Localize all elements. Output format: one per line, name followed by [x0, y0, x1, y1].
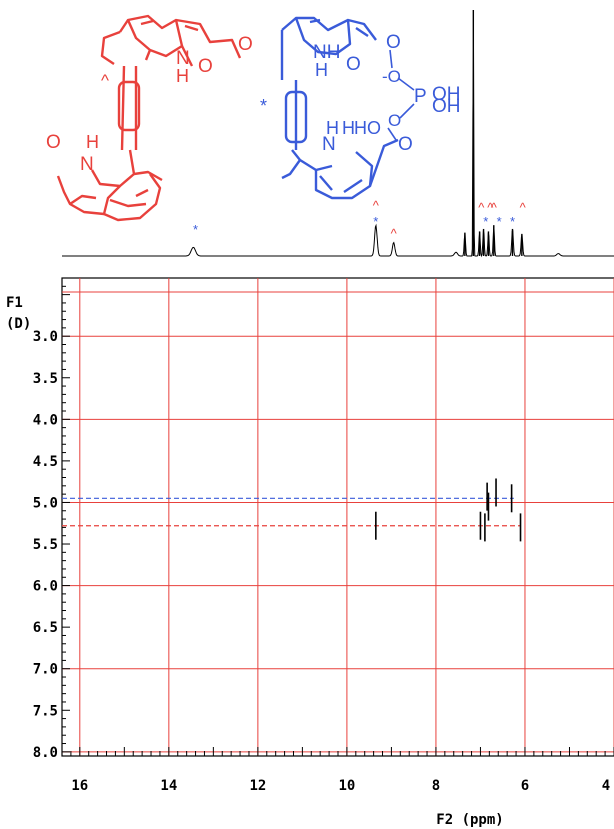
y-tick-label: 7.5	[33, 703, 58, 719]
spectrum-1d	[62, 10, 614, 258]
chemical-structures: N H O H N O O ^ NH H O O -O P OH O OH H …	[46, 14, 461, 222]
red-label-n2: N	[80, 154, 94, 175]
blue-label-oh2: OH	[432, 96, 461, 117]
peak-marker: ^	[520, 200, 527, 215]
blue-label-n2: N	[322, 134, 336, 155]
red-label-h1: H	[176, 66, 189, 86]
plot-area: 3.0 3.5 4.0 4.5 5.0 5.5 6.0 6.5 7.0 7.5 8.0 F1 (D) 16…	[6, 277, 614, 828]
spectrum-trace	[62, 47, 614, 258]
peak-markers: *^*^^*^^* *^	[193, 198, 527, 241]
blue-label-h2: H	[326, 118, 339, 138]
x-tick-label: 16	[71, 778, 88, 794]
peak-marker: ^	[491, 200, 498, 215]
peak-marker: *	[497, 214, 502, 229]
blue-label-oh1: OH	[432, 84, 461, 105]
peak-marker: ^	[391, 226, 398, 241]
blue-label-ho: HO	[354, 118, 381, 138]
peak-marker: ^	[373, 198, 380, 213]
plot-frame	[61, 277, 614, 757]
x-tick-label: 4	[602, 778, 610, 794]
y-tick-label: 5.5	[33, 537, 58, 553]
y-tick-label: 4.5	[33, 454, 58, 470]
y-tick-label: 8.0	[33, 745, 58, 761]
y-axis-label: F1	[6, 295, 23, 311]
peak-marker: *	[193, 222, 198, 237]
red-label-o2: O	[46, 132, 61, 153]
red-label-h2: H	[86, 132, 99, 152]
blue-label-h3: H	[342, 118, 355, 138]
grid	[62, 278, 614, 756]
red-label-n1: N	[176, 48, 190, 69]
y-tick-label: 6.5	[33, 620, 58, 636]
x-axis-label: F2 (ppm)	[436, 812, 503, 828]
peak-marker: *	[510, 214, 515, 229]
y-tick-label: 4.0	[33, 412, 58, 428]
red-structure-drawing	[56, 14, 242, 222]
red-marker: ^	[101, 71, 109, 90]
peak-marker: ^	[487, 200, 494, 215]
x-axis: 16 14 12 10 8 6 4 F2 (ppm)	[61, 747, 614, 828]
blue-label-nh1: NH	[313, 42, 340, 63]
x-tick-label: 12	[249, 778, 266, 794]
y-axis: 3.0 3.5 4.0 4.5 5.0 5.5 6.0 6.5 7.0 7.5 8.0 F1 (D)	[6, 285, 70, 761]
blue-phosphate-bonds	[387, 49, 415, 141]
blue-structure-drawing	[280, 16, 399, 200]
x-tick-label: 14	[160, 778, 177, 794]
x-tick-label: 6	[521, 778, 529, 794]
blue-marker: *	[260, 96, 267, 116]
y-tick-label: 3.5	[33, 371, 58, 387]
blue-label-p: P	[414, 86, 427, 107]
y-tick-label: 6.0	[33, 579, 58, 595]
blue-label-o1: O	[346, 54, 361, 75]
peak-marker: *	[373, 214, 378, 229]
peak-marker: ^	[478, 200, 485, 215]
peak-marker: *	[483, 214, 488, 229]
blue-label-h1: H	[315, 60, 328, 80]
red-label-o3: O	[238, 34, 253, 55]
blue-label-o3: O	[388, 111, 401, 130]
x-tick-label: 8	[432, 778, 440, 794]
blue-label-o2: O	[386, 32, 401, 53]
x-tick-label: 10	[338, 778, 355, 794]
y-axis-label-unit: (D)	[6, 316, 31, 332]
blue-label-o-minus: -O	[382, 67, 401, 86]
y-tick-label: 3.0	[33, 329, 58, 345]
blue-label-o4: O	[398, 134, 413, 155]
y-tick-label: 7.0	[33, 662, 58, 678]
y-tick-label: 5.0	[33, 495, 58, 511]
red-label-o1: O	[198, 56, 213, 77]
